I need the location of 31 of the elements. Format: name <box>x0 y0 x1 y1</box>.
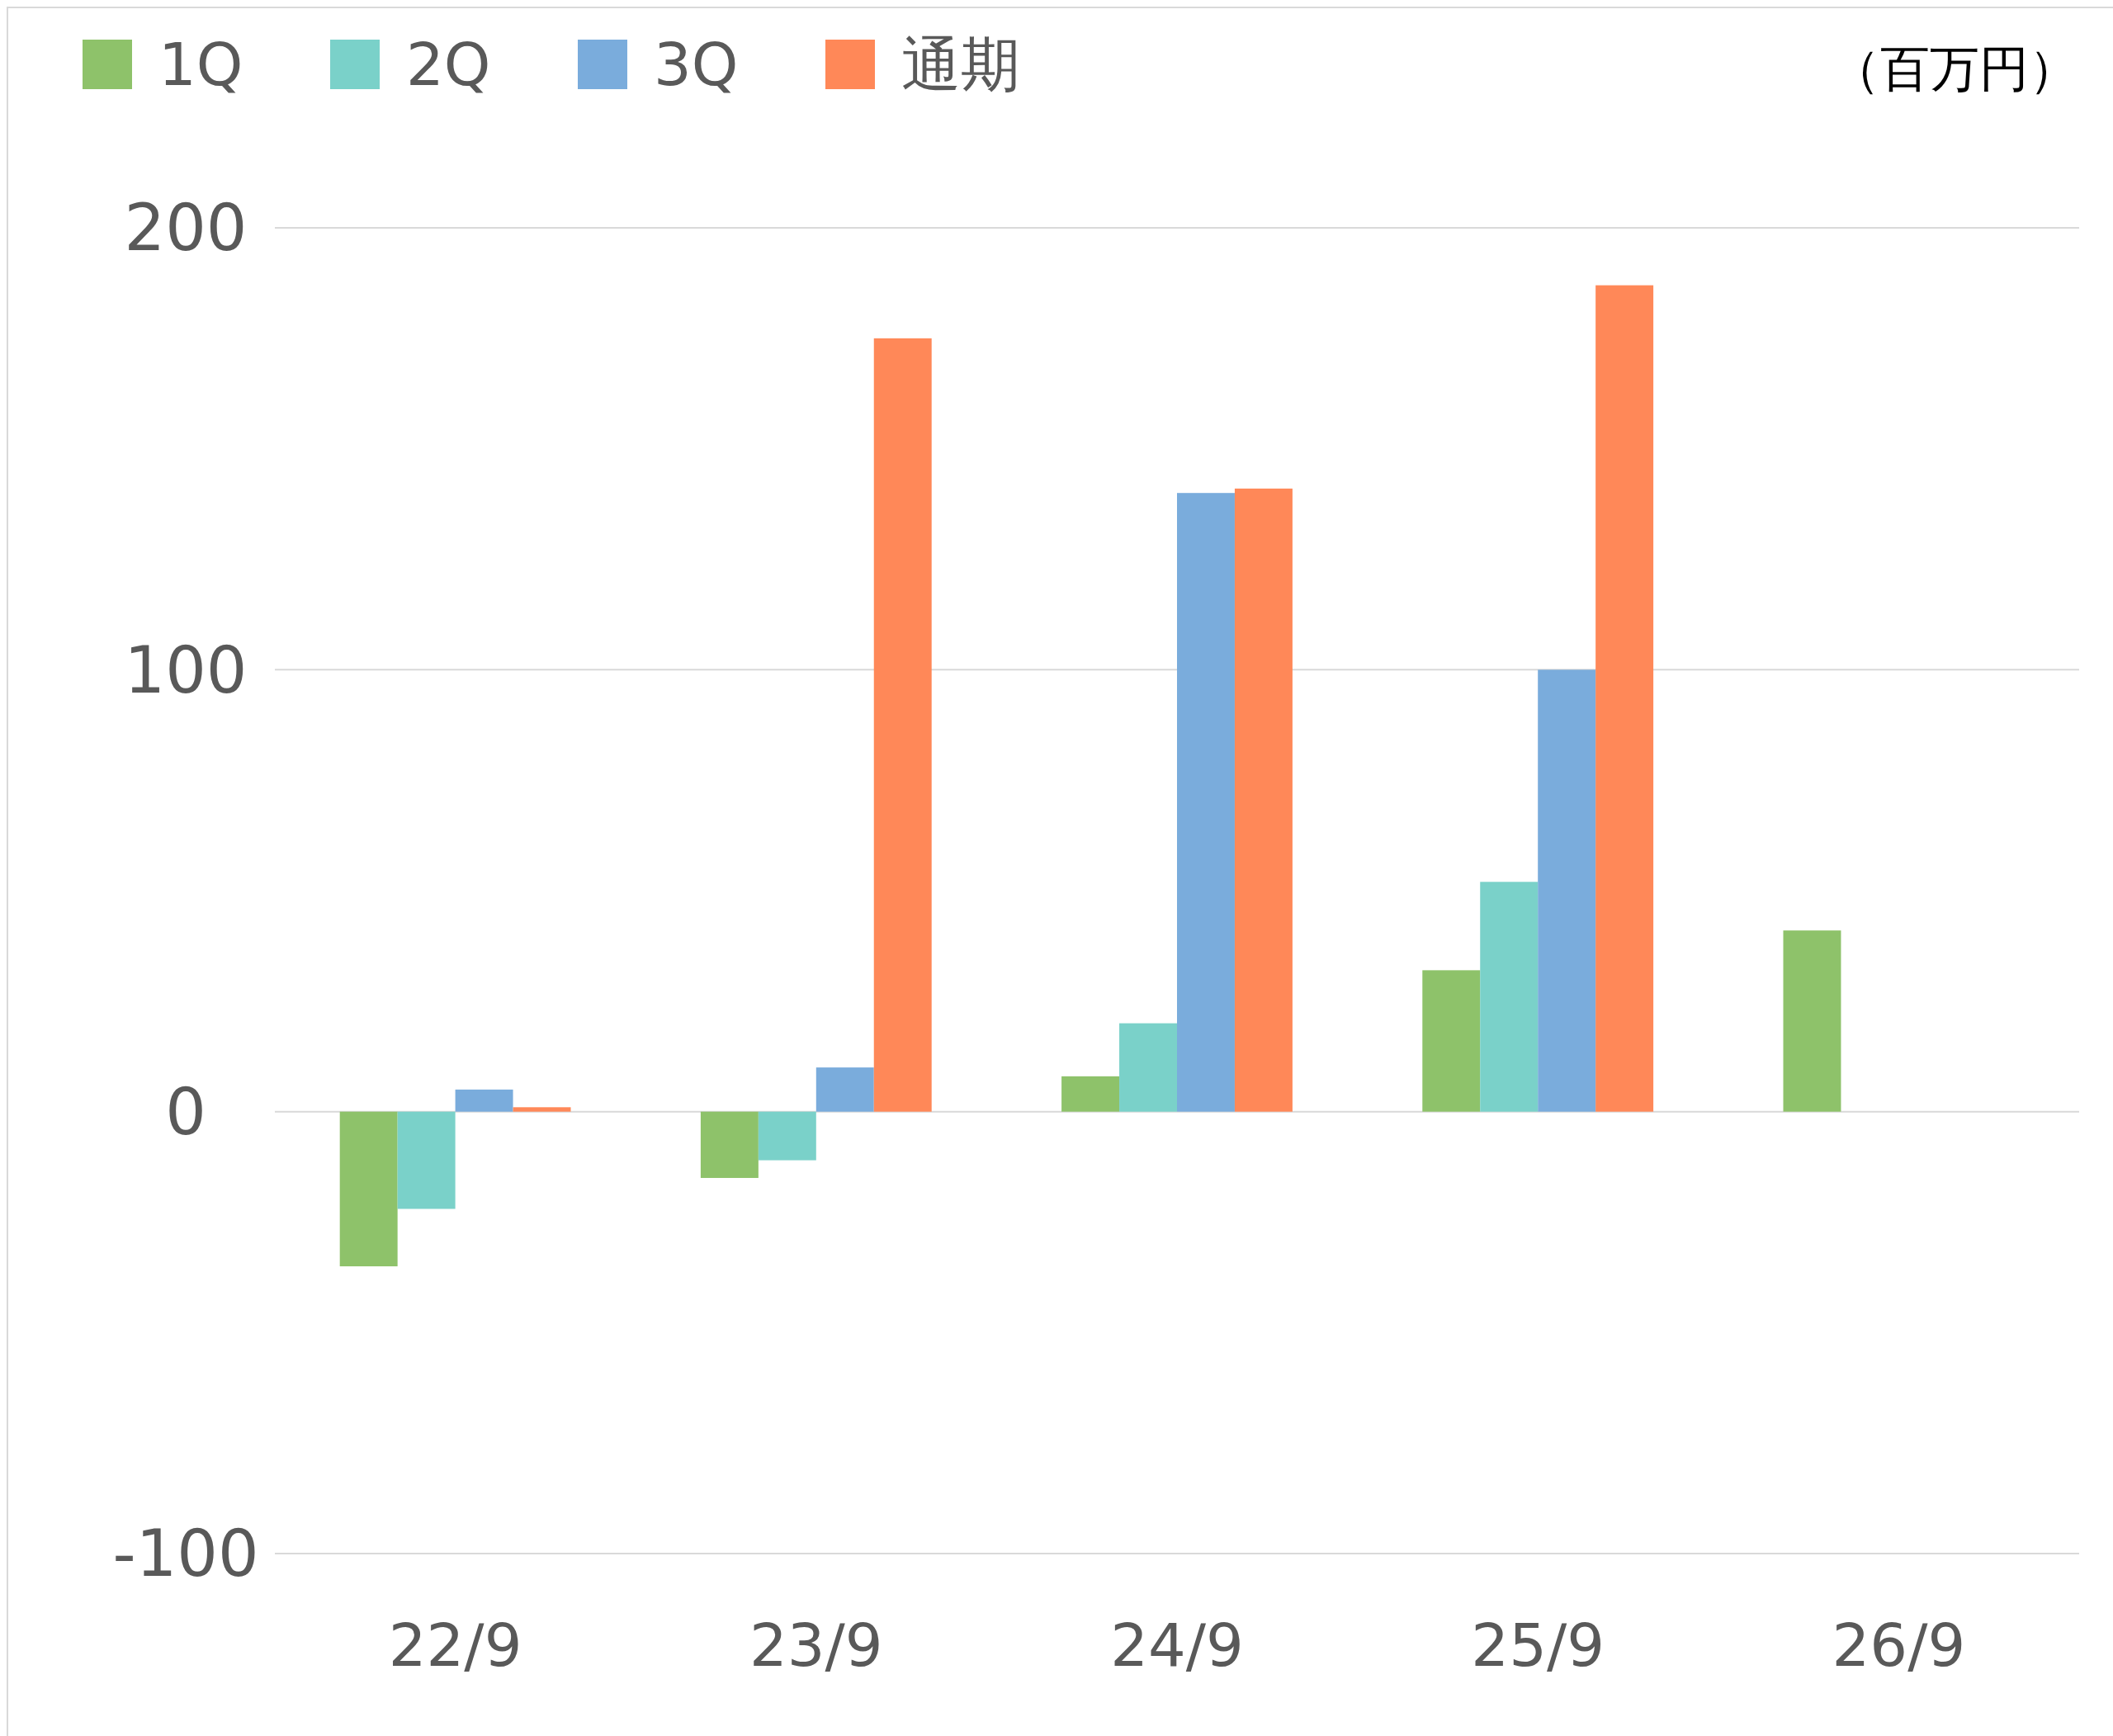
bar <box>758 1111 816 1161</box>
legend-label: 1Q <box>158 30 243 100</box>
bar <box>1422 970 1481 1112</box>
x-tick-label: 26/9 <box>1832 1611 1966 1680</box>
bar <box>1538 669 1596 1112</box>
bar <box>513 1107 571 1112</box>
bar <box>1234 488 1293 1112</box>
bar <box>339 1111 398 1267</box>
bar <box>1480 882 1539 1112</box>
bar <box>1061 1076 1120 1112</box>
bar <box>815 1067 874 1112</box>
bar <box>700 1111 759 1178</box>
bar <box>1119 1023 1177 1112</box>
x-tick-label: 25/9 <box>1471 1611 1605 1680</box>
bar <box>397 1111 456 1209</box>
x-tick-label: 24/9 <box>1110 1611 1244 1680</box>
bar <box>1177 493 1235 1112</box>
y-tick-label: 0 <box>165 1074 206 1149</box>
bar <box>1783 930 1841 1112</box>
y-tick-label: 100 <box>124 632 248 707</box>
legend-label: 2Q <box>406 30 491 100</box>
bar <box>455 1089 513 1112</box>
y-tick-label: 200 <box>124 191 248 266</box>
legend-label: 通期 <box>901 30 1020 100</box>
text: （百万円） <box>1831 40 2078 97</box>
bar <box>1595 285 1654 1112</box>
y-tick-label: -100 <box>112 1516 259 1592</box>
x-tick-label: 23/9 <box>749 1611 883 1680</box>
legend-label: 3Q <box>654 30 739 100</box>
x-tick-label: 22/9 <box>388 1611 522 1680</box>
bar <box>873 338 932 1112</box>
